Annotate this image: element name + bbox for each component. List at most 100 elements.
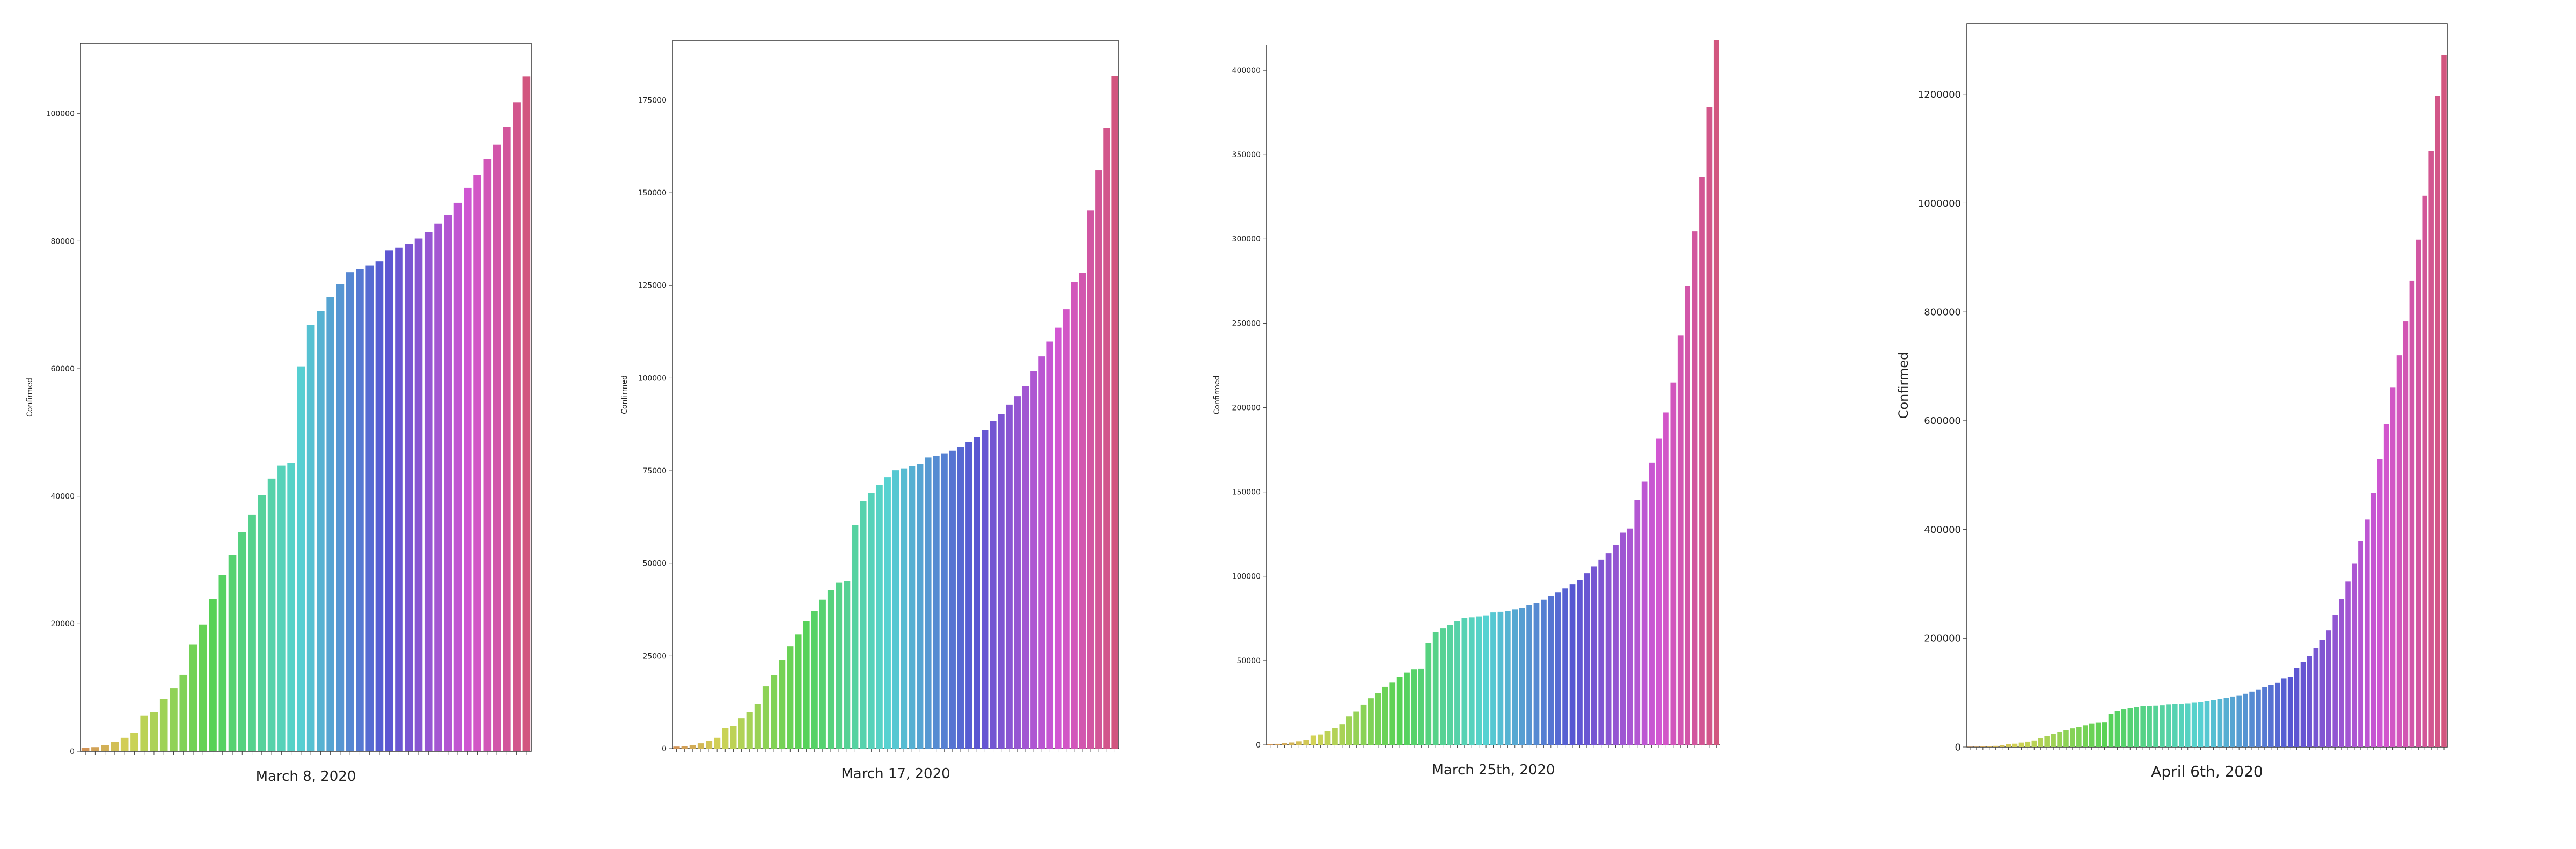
bar [150,712,158,751]
bar [1706,107,1713,745]
bar [1620,532,1626,745]
bar [2294,668,2300,747]
bar [860,501,867,749]
bar [2031,740,2037,747]
bar [2038,737,2044,747]
bar [1569,584,1576,745]
bar [1063,309,1070,749]
bar [1432,632,1439,745]
bar [2339,599,2344,747]
bar [473,175,481,751]
bar [933,456,940,749]
bar [91,747,99,751]
bar [2121,709,2127,747]
bar [2274,682,2280,747]
bar [111,742,119,751]
bar [464,187,472,751]
y-tick-label: 200000 [1232,404,1261,412]
bar [868,493,875,749]
bar [1346,716,1352,745]
bar [965,442,972,749]
bar [1670,382,1677,745]
y-tick-label: 100000 [46,110,75,119]
bar [375,261,384,751]
bar [2147,706,2152,747]
bar [982,430,989,749]
bar [1699,177,1705,745]
bar [2160,705,2165,747]
bar [2262,687,2267,747]
bar [884,477,891,749]
bar [1030,371,1037,749]
y-tick-label: 50000 [642,560,667,568]
bar [2268,685,2274,747]
y-tick-label: 75000 [642,467,667,475]
y-tick-label: 100000 [638,374,667,383]
bar [2409,280,2415,747]
y-tick-label: 0 [70,748,75,756]
bar [385,250,393,752]
bar [714,737,721,749]
chart-panel-2: 0 25000 50000 75000 100000 125000 150000 175000… [620,40,1119,782]
bar [779,660,786,749]
bar [2370,493,2376,747]
bar [1360,704,1367,745]
y-tick-label: 400000 [1232,67,1261,75]
bar [159,699,168,751]
bar [1425,643,1432,745]
bar [2153,705,2158,747]
bar [277,465,286,751]
bar [974,437,980,749]
bar [1562,588,1568,745]
y-axis-label: Confirmed [620,375,629,414]
bar [1627,528,1633,745]
bar [2057,731,2062,747]
bar [336,284,345,751]
bar [998,414,1005,749]
bar [1382,686,1388,745]
bar [453,202,462,751]
bar [738,718,745,749]
bar [2383,424,2389,747]
y-tick-label: 20000 [50,620,75,628]
bar [2390,387,2396,747]
bar [317,311,325,751]
bar [1677,335,1684,745]
bar [209,599,217,751]
bar [287,463,295,751]
bar [1418,668,1424,745]
bar [2352,563,2357,747]
bar [1282,743,1287,745]
y-axis-label: Confirmed [1213,376,1221,415]
bar [365,265,374,751]
bar [228,555,237,751]
bar [81,748,90,751]
bar [901,468,908,749]
bar [2211,700,2216,747]
bar [2441,55,2447,747]
bar [101,745,109,751]
bar [2044,736,2050,747]
bar [2365,519,2370,747]
bar [493,144,501,752]
y-tick-label: 125000 [638,282,667,290]
bar [326,297,334,751]
bar [2198,702,2204,747]
y-tick-label: 80000 [50,237,75,246]
bar [2018,742,2024,747]
bar [836,582,843,749]
bar [1332,728,1338,745]
bar [1022,386,1029,749]
bar [795,634,802,749]
y-tick-label: 0 [1955,742,1961,753]
bar [1368,698,1374,745]
bar [697,743,704,749]
bar [925,457,932,749]
bar [120,737,129,751]
bar [1087,210,1094,749]
y-tick-label: 350000 [1232,151,1261,159]
bar [513,102,521,751]
bar [170,688,178,751]
bar [746,712,753,749]
bar [2345,581,2351,747]
